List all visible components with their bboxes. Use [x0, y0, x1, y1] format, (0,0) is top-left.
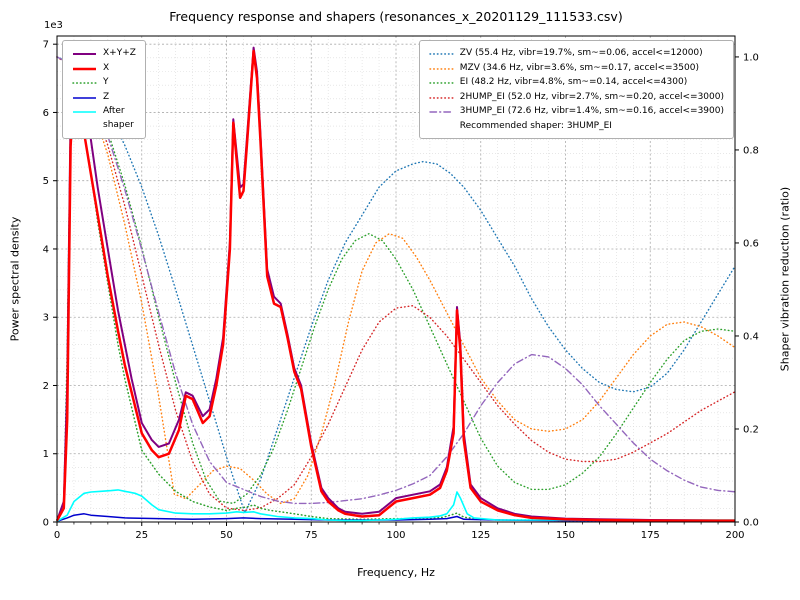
y-left-tick-label: 0	[43, 518, 49, 529]
legend-line-sample	[429, 67, 454, 70]
legend-label-line: 2HUMP_EI (52.0 Hz, vibr=2.7%, sm~=0.20, …	[459, 91, 724, 102]
x-tick-label: 200	[725, 530, 744, 541]
x-tick-label: 0	[54, 530, 60, 541]
legend-label: MZV (34.6 Hz, vibr=3.6%, sm~=0.17, accel…	[460, 62, 699, 76]
legend-label-line: Y	[103, 77, 109, 87]
legend-item: 3HUMP_EI (72.6 Hz, vibr=1.4%, sm~=0.16, …	[429, 105, 724, 119]
y-left-tick-label: 4	[43, 244, 49, 255]
legend-line-sample	[429, 111, 454, 113]
legend-item: X	[72, 62, 136, 76]
legend-line-sample	[429, 53, 454, 55]
x-tick-label: 100	[386, 530, 405, 541]
series-After-shaper	[56, 489, 735, 522]
legend-label: Y	[103, 76, 109, 90]
legend-label-line: Z	[103, 91, 110, 102]
y-left-tick-label: 1	[43, 449, 49, 460]
y-left-tick-label: 3	[43, 313, 49, 324]
legend-label-line: After	[103, 106, 125, 116]
legend-label-line: MZV (34.6 Hz, vibr=3.6%, sm~=0.17, accel…	[459, 62, 699, 73]
legend-line-sample	[73, 53, 96, 55]
y-left-tick-label: 7	[43, 40, 49, 51]
legend-label-line: X	[103, 62, 110, 73]
legend-item: EI (48.2 Hz, vibr=4.8%, sm~=0.14, accel<…	[429, 76, 724, 90]
chart-title: Frequency response and shapers (resonanc…	[169, 9, 623, 24]
series-MZV	[56, 56, 736, 505]
legend-line-sample	[73, 111, 96, 113]
x-axis-label: Frequency, Hz	[357, 566, 435, 579]
legend-label: X	[103, 62, 109, 76]
legend-psd: X+Y+Z X Y Z After shaper	[62, 40, 146, 139]
x-tick-label: 25	[135, 530, 148, 541]
y-right-tick-label: 1.0	[743, 52, 759, 63]
legend-label: 3HUMP_EI (72.6 Hz, vibr=1.4%, sm~=0.16, …	[460, 105, 724, 119]
legend-shapers: ZV (55.4 Hz, vibr=19.7%, sm~=0.06, accel…	[418, 40, 734, 139]
legend-item: 2HUMP_EI (52.0 Hz, vibr=2.7%, sm~=0.20, …	[429, 91, 724, 105]
y-right-tick-label: 0.4	[743, 331, 759, 342]
legend-label-line: ZV (55.4 Hz, vibr=19.7%, sm~=0.06, accel…	[459, 48, 703, 58]
legend-label: EI (48.2 Hz, vibr=4.8%, sm~=0.14, accel<…	[460, 76, 687, 90]
series-3HUMP_EI	[56, 56, 736, 505]
legend-line-sample	[429, 82, 454, 84]
x-tick-label: 175	[641, 530, 660, 541]
y-right-tick-label: 0.8	[743, 145, 759, 156]
legend-line-sample	[72, 82, 97, 84]
legend-label: Z	[103, 91, 109, 105]
legend-line-sample	[73, 67, 96, 70]
recommended-shaper-note: Recommended shaper: 3HUMP_EI	[459, 120, 612, 131]
y-left-tick-label: 6	[43, 108, 49, 119]
y-left-tick-label: 5	[43, 176, 49, 187]
y-right-tick-label: 0.6	[743, 238, 759, 249]
legend-label: 2HUMP_EI (52.0 Hz, vibr=2.7%, sm~=0.20, …	[460, 91, 724, 105]
y-right-tick-label: 0.0	[743, 518, 759, 529]
legend-item: ZV (55.4 Hz, vibr=19.7%, sm~=0.06, accel…	[429, 47, 724, 61]
y-left-tick-label: 2	[43, 381, 49, 392]
legend-item: Z	[72, 91, 136, 105]
legend-label-line: X+Y+Z	[103, 48, 136, 58]
legend-label-line: shaper	[103, 119, 134, 130]
series-EI	[56, 56, 736, 505]
x-tick-label: 75	[305, 530, 318, 541]
x-tick-label: 50	[220, 530, 233, 541]
y-axis-offset-text: 1e3	[44, 20, 63, 31]
legend-line-sample	[73, 96, 96, 99]
legend-item: After shaper	[72, 105, 136, 132]
legend-item: MZV (34.6 Hz, vibr=3.6%, sm~=0.17, accel…	[429, 62, 724, 76]
series-Z	[56, 513, 735, 523]
legend-item: Y	[72, 76, 136, 90]
legend-label: ZV (55.4 Hz, vibr=19.7%, sm~=0.06, accel…	[460, 47, 703, 61]
y-right-tick-label: 0.2	[743, 424, 759, 435]
legend-line-sample	[429, 96, 454, 99]
series-X	[55, 49, 735, 522]
series-ZV	[56, 56, 736, 514]
x-tick-label: 150	[556, 530, 575, 541]
legend-item: X+Y+Z	[72, 47, 136, 61]
x-tick-label: 125	[471, 530, 490, 541]
legend-label-line: EI (48.2 Hz, vibr=4.8%, sm~=0.14, accel<…	[459, 77, 688, 87]
legend-label: X+Y+Z	[103, 47, 136, 61]
legend-label-line: 3HUMP_EI (72.6 Hz, vibr=1.4%, sm~=0.16, …	[459, 106, 724, 116]
legend-label: After shaper	[103, 105, 134, 132]
series-2HUMP_EI	[56, 56, 736, 512]
